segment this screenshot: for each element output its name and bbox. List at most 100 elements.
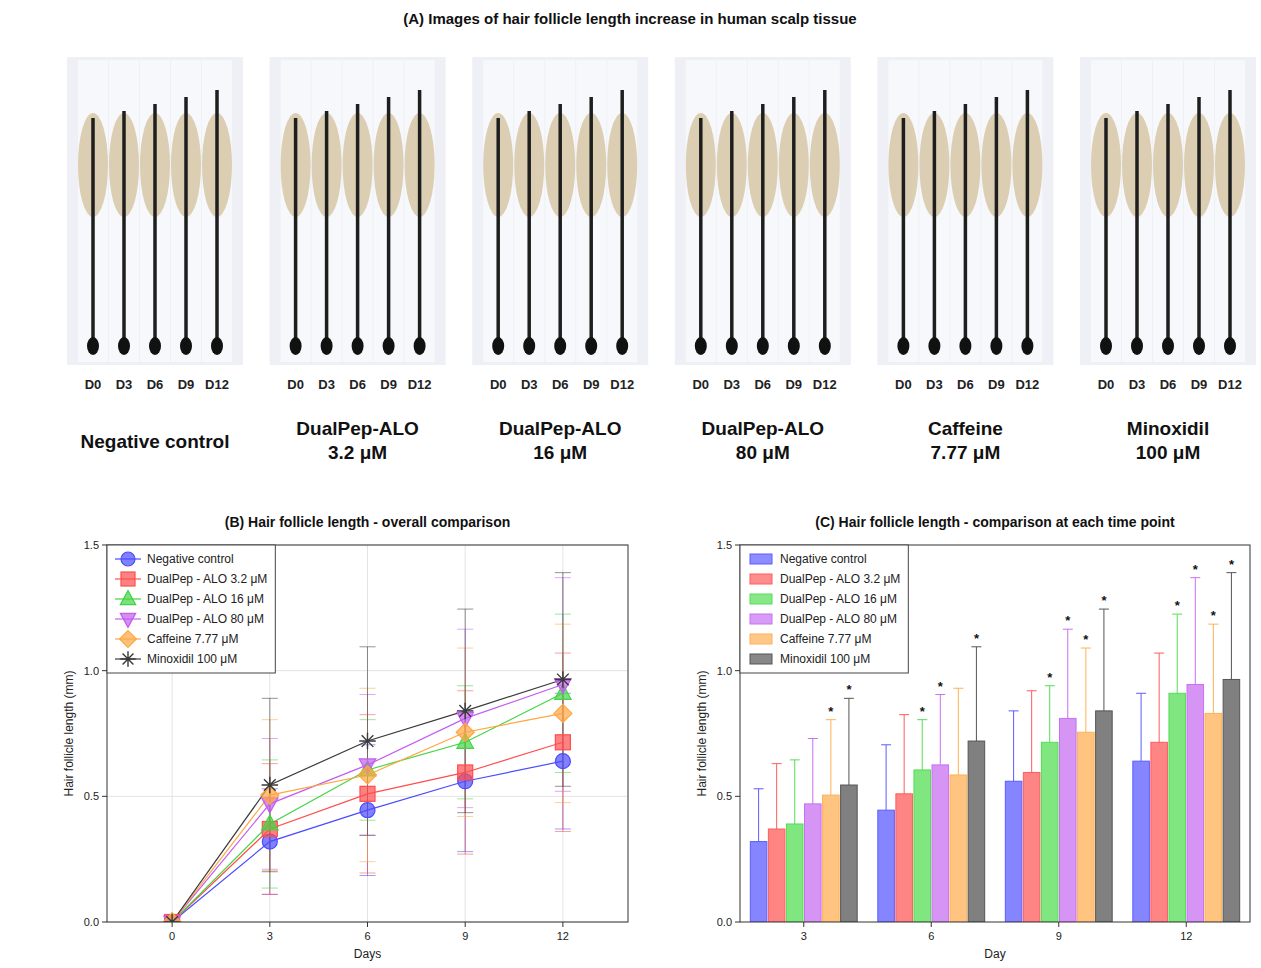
x-tick [803, 922, 804, 927]
day-label: D3 [723, 377, 740, 392]
figure: (A) Images of hair follicle length incre… [0, 0, 1261, 968]
hair-shaft [325, 111, 329, 342]
x-tick-label: 6 [928, 930, 934, 942]
image-column [1091, 60, 1121, 362]
day-label: D6 [957, 377, 974, 392]
hair-shaft [620, 90, 624, 342]
y-tick-label: 1.5 [84, 539, 99, 551]
x-axis-title: Day [984, 947, 1005, 961]
day-label: D6 [1160, 377, 1177, 392]
significance-mark: * [828, 704, 834, 719]
day-label: D6 [147, 377, 164, 392]
group-label: DualPep-ALO [499, 418, 621, 439]
hair-bulb [492, 337, 504, 355]
y-tick [102, 922, 107, 923]
hair-shaft [792, 97, 796, 342]
y-tick [735, 922, 740, 923]
point [458, 765, 473, 780]
day-label: D3 [318, 377, 335, 392]
y-tick-label: 0.0 [717, 916, 732, 928]
bar [805, 804, 822, 922]
point [359, 766, 377, 784]
image-background [270, 57, 446, 365]
day-label: D9 [178, 377, 195, 392]
error-cap [1208, 624, 1218, 625]
legend-swatch [750, 554, 772, 564]
bar [768, 829, 785, 922]
x-tick-label: 3 [267, 930, 273, 942]
hair-bulb [695, 337, 707, 355]
day-label: D0 [692, 377, 709, 392]
error-cap [1226, 572, 1236, 573]
hair-shaft [527, 111, 531, 342]
day-label: D3 [116, 377, 133, 392]
bar [914, 770, 931, 922]
bar [750, 842, 767, 922]
hair-shaft [964, 104, 968, 342]
hair-shaft [122, 111, 126, 342]
significance-mark: * [1065, 613, 1071, 628]
chart-title: (C) Hair follicle length - comparison at… [815, 514, 1175, 530]
bar [1169, 693, 1186, 922]
x-tick [1058, 922, 1059, 927]
legend-marker [121, 572, 135, 586]
error-cap [457, 609, 473, 610]
y-tick-label: 0.0 [84, 916, 99, 928]
group-label: 80 μM [736, 442, 790, 463]
day-label: D6 [552, 377, 569, 392]
error-cap [1136, 693, 1146, 694]
error-cap [971, 646, 981, 647]
hair-bulb [928, 337, 940, 355]
y-tick-label: 1.5 [717, 539, 732, 551]
hair-bulb [321, 337, 333, 355]
legend-label: DualPep - ALO 80 μM [147, 612, 264, 626]
hair-bulb [1224, 337, 1236, 355]
error-bar [904, 715, 905, 794]
point [555, 671, 572, 688]
point [164, 914, 181, 922]
hair-shaft [91, 118, 95, 342]
hair-shaft [418, 90, 422, 342]
hair-bulb [1162, 337, 1174, 355]
error-cap [808, 738, 818, 739]
hair-shaft [1228, 90, 1232, 342]
y-tick-label: 1.0 [717, 665, 732, 677]
error-cap [1081, 648, 1091, 649]
hair-shaft [387, 97, 391, 342]
group-label: DualPep-ALO [296, 418, 418, 439]
bar [1005, 781, 1022, 922]
error-bar [1103, 609, 1104, 711]
hair-bulb [149, 337, 161, 355]
bar [1151, 742, 1168, 922]
error-bar [1231, 573, 1232, 680]
image-column [810, 60, 840, 362]
bar [1060, 718, 1077, 922]
bar [1023, 772, 1040, 922]
x-tick [367, 922, 368, 927]
image-column [1184, 60, 1214, 362]
significance-mark: * [974, 631, 980, 646]
series-line [172, 713, 563, 922]
error-cap [262, 871, 278, 872]
point [262, 777, 279, 794]
y-tick-label: 0.5 [84, 790, 99, 802]
hair-shaft [933, 111, 937, 342]
hair-shaft [1135, 111, 1139, 342]
error-cap [360, 835, 376, 836]
group-label: DualPep-ALO [702, 418, 824, 439]
image-column [140, 60, 170, 362]
day-label: D12 [408, 377, 432, 392]
point [555, 735, 570, 750]
y-tick [735, 670, 740, 671]
error-cap [899, 714, 909, 715]
image-column [1012, 60, 1042, 362]
day-label: D12 [813, 377, 837, 392]
error-bar [940, 695, 941, 765]
hair-bulb [959, 337, 971, 355]
x-tick [931, 922, 932, 927]
hair-bulb [352, 337, 364, 355]
point [360, 803, 375, 818]
day-label: D0 [85, 377, 102, 392]
error-bar [1177, 614, 1178, 693]
y-tick [102, 796, 107, 797]
